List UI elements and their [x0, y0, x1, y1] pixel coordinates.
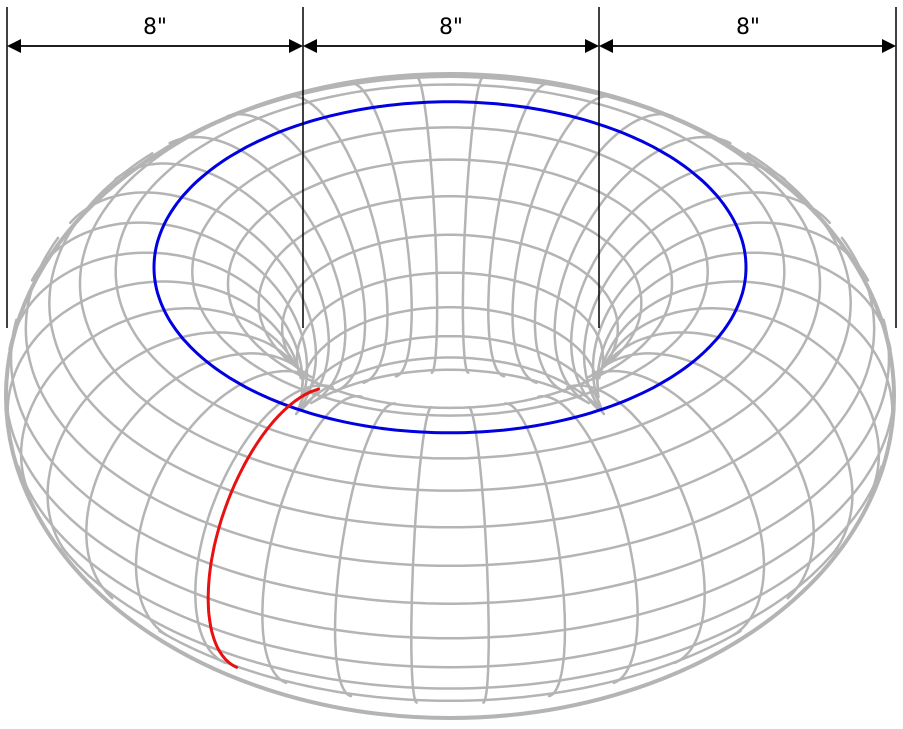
torus-meridian-line — [511, 94, 614, 385]
torus-meridian-line — [533, 112, 674, 393]
dimension-label-left: 8" — [143, 15, 167, 40]
torus-parallel-line — [257, 194, 643, 377]
arrowhead-right-icon — [585, 39, 599, 53]
arrowhead-right-icon — [882, 39, 896, 53]
torus-meridian-line — [467, 405, 490, 639]
torus-parallel-line — [840, 236, 876, 330]
dimension-label-right: 8" — [736, 15, 760, 40]
torus-parallel-line — [599, 356, 605, 373]
torus-meridian-line — [596, 251, 892, 399]
torus-parallel-line — [78, 75, 822, 492]
torus-meridian-line — [487, 82, 550, 378]
torus-parallel-line — [298, 334, 602, 408]
torus-meridian-line — [333, 402, 396, 632]
torus-parallel-line — [24, 236, 876, 568]
torus-meridian-line — [410, 405, 433, 639]
torus-meridian-line — [85, 352, 301, 534]
arrowhead-left-icon — [303, 39, 317, 53]
torus-meridian-line — [410, 636, 418, 704]
torus-parallel-line — [590, 301, 643, 377]
torus-parallel-line — [158, 629, 742, 703]
torus-meridian-line — [732, 564, 766, 637]
torus-parallel-line — [882, 318, 891, 360]
torus-meridian-line — [68, 191, 318, 416]
torus-parallel-line — [309, 368, 591, 405]
torus-parallel-line — [48, 152, 852, 529]
torus-meridian-line — [569, 162, 786, 410]
torus-meridian-line — [482, 636, 490, 704]
torus-parallel-line — [9, 318, 891, 605]
torus-highlighted-meridian — [206, 387, 320, 669]
torus-meridian-line — [333, 628, 353, 698]
torus-parallel-line — [4, 388, 896, 640]
torus-meridian-line — [6, 280, 302, 413]
torus-meridian-line — [582, 191, 832, 416]
torus-meridian-line — [605, 331, 854, 497]
torus-parallel-line — [280, 233, 620, 366]
torus-meridian-line — [547, 628, 567, 698]
torus-meridian-line — [598, 280, 894, 413]
arrowhead-right-icon — [289, 39, 303, 53]
torus-meridian-line — [461, 76, 485, 375]
torus-meridian-line — [30, 221, 309, 411]
torus-meridian-line — [599, 352, 815, 534]
torus-meridian-line — [350, 82, 413, 378]
torus-meridian-line — [194, 384, 335, 595]
torus-parallel-line — [603, 327, 620, 366]
torus-meridian-line — [504, 402, 567, 632]
arrowhead-left-icon — [599, 39, 613, 53]
torus-meridian-line — [587, 369, 766, 567]
torus-meridian-line — [8, 251, 304, 399]
torus-meridian-line — [134, 369, 313, 567]
torus-parallel-line — [295, 356, 605, 415]
torus-parallel-line — [61, 546, 839, 690]
torus-meridian-line — [134, 564, 168, 637]
torus-meridian-line — [226, 112, 367, 393]
torus-meridian-line — [565, 384, 706, 595]
torus-meridian-line — [114, 162, 331, 410]
torus-top-circle — [152, 100, 748, 435]
torus-parallel-line — [746, 152, 852, 305]
torus-mesh — [4, 72, 896, 720]
torus-meridian-line — [415, 76, 439, 375]
torus-parallel-line — [17, 465, 883, 669]
torus-parallel-line — [114, 83, 786, 460]
torus-parallel-line — [226, 158, 674, 410]
torus-meridian-line — [602, 307, 881, 456]
torus-meridian-line — [591, 221, 870, 411]
arrowhead-left-icon — [7, 39, 21, 53]
torus-meridian-line — [19, 307, 298, 456]
torus-parallel-line — [300, 305, 600, 392]
torus-meridian-line — [286, 94, 389, 385]
dimension-label-middle: 8" — [439, 15, 463, 40]
torus-meridian-line — [46, 331, 295, 497]
torus-parallel-line — [295, 271, 605, 373]
dimension-lines: 8" 8" 8" — [6, 7, 897, 328]
